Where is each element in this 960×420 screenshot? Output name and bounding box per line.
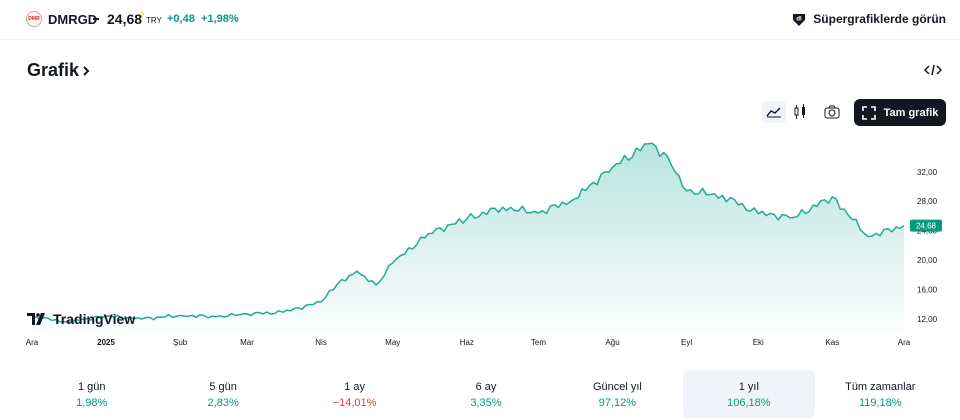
fullscreen-icon (861, 105, 876, 120)
price-area-fill (32, 143, 904, 330)
period-label: 1 yıl (738, 381, 759, 393)
period-label: 5 gün (209, 381, 237, 393)
period-change-value: 106,18% (727, 397, 771, 409)
last-price-tag-text: 24,68 (916, 222, 937, 231)
period-change-value: 2,83% (207, 397, 239, 409)
tradingview-watermark: TradingView (27, 311, 135, 327)
x-tick-label: Eki (753, 338, 764, 347)
x-tick-label: May (385, 338, 400, 347)
section-title[interactable]: Grafik (27, 60, 91, 81)
y-tick-label: 16,00 (917, 286, 938, 295)
period-5[interactable]: 1 yıl 106,18% (683, 370, 815, 418)
full-chart-label: Tam grafik (883, 106, 939, 119)
symbol-header: DMR DMRGD 24,68 ◊ TRY +0,48 +1,98% dl Sü… (0, 0, 960, 40)
x-tick-label: Kas (825, 338, 839, 347)
period-label: 6 ay (475, 381, 497, 393)
x-tick-label: 2025 (97, 338, 115, 347)
period-change-value: −14,01% (332, 397, 377, 409)
x-tick-label: Ağu (605, 338, 619, 347)
period-change-value: 3,35% (470, 397, 502, 409)
separator-dash (93, 18, 99, 20)
x-tick-label: Ara (26, 338, 39, 347)
x-tick-label: Haz (460, 338, 474, 347)
period-label: Tüm zamanlar (845, 381, 916, 393)
full-chart-button[interactable]: Tam grafik (854, 99, 946, 126)
period-2[interactable]: 1 ay −14,01% (289, 370, 420, 418)
period-change-value: 119,18% (858, 397, 902, 409)
period-3[interactable]: 6 ay 3,35% (420, 370, 551, 418)
y-tick-label: 20,00 (917, 256, 938, 265)
period-change-value: 97,12% (598, 397, 637, 409)
supercharts-link[interactable]: dl Süpergrafiklerde görün (791, 11, 946, 27)
x-tick-label: Eyl (681, 338, 692, 347)
period-change-value: 1,98% (76, 397, 108, 409)
period-4[interactable]: Güncel yıl 97,12% (552, 370, 683, 418)
y-tick-label: 32,00 (917, 168, 938, 177)
camera-icon (824, 105, 840, 119)
svg-text:dl: dl (797, 17, 803, 23)
x-axis: Ara 2025 Şub Mar Nis May Haz Tem Ağu Eyl Eki Kas Ara (26, 338, 911, 347)
period-performance-bar: 1 gün 1,98% 5 gün 2,83% 1 ay −14,01% 6 ay 3,35%… (26, 370, 946, 418)
chevron-right-icon (83, 65, 90, 76)
tradingview-watermark-text: TradingView (53, 311, 136, 327)
y-tick-label: 28,00 (917, 197, 938, 206)
supercharts-label: Süpergrafiklerde görün (813, 12, 946, 26)
period-label: 1 gün (77, 381, 106, 393)
price-status-icon: ◊ (140, 10, 144, 19)
x-tick-label: Nis (315, 338, 327, 347)
period-label: Güncel yıl (592, 381, 642, 393)
company-logo: DMR (26, 11, 42, 27)
snapshot-button[interactable] (820, 101, 844, 123)
symbol-ticker[interactable]: DMRGD (48, 12, 98, 27)
candlestick-icon (794, 104, 805, 119)
price-change-pct: +1,98% (201, 13, 239, 25)
area-chart-type-button[interactable] (762, 101, 786, 123)
area-chart-icon (766, 107, 781, 118)
period-label: 1 ay (344, 381, 365, 393)
last-price-tag: 24,68 (910, 219, 942, 232)
period-6[interactable]: Tüm zamanlar 119,18% (815, 370, 946, 418)
x-tick-label: Tem (531, 338, 546, 347)
x-tick-label: Ara (898, 338, 911, 347)
period-0[interactable]: 1 gün 1,98% (26, 370, 157, 418)
candle-chart-type-button[interactable] (788, 101, 812, 123)
y-tick-label: 12,00 (917, 315, 938, 324)
price-line (31, 142, 905, 324)
supercharts-icon: dl (793, 14, 806, 26)
period-1[interactable]: 5 gün 2,83% (157, 370, 288, 418)
x-tick-label: Mar (240, 338, 254, 347)
embed-code-icon[interactable] (924, 62, 942, 78)
price-change-abs: +0,48 (167, 13, 195, 25)
last-price: 24,68 (107, 11, 143, 27)
currency-label: TRY (146, 16, 162, 25)
x-tick-label: Şub (173, 338, 188, 347)
section-title-text: Grafik (27, 60, 80, 80)
tradingview-logo-icon (27, 313, 45, 325)
